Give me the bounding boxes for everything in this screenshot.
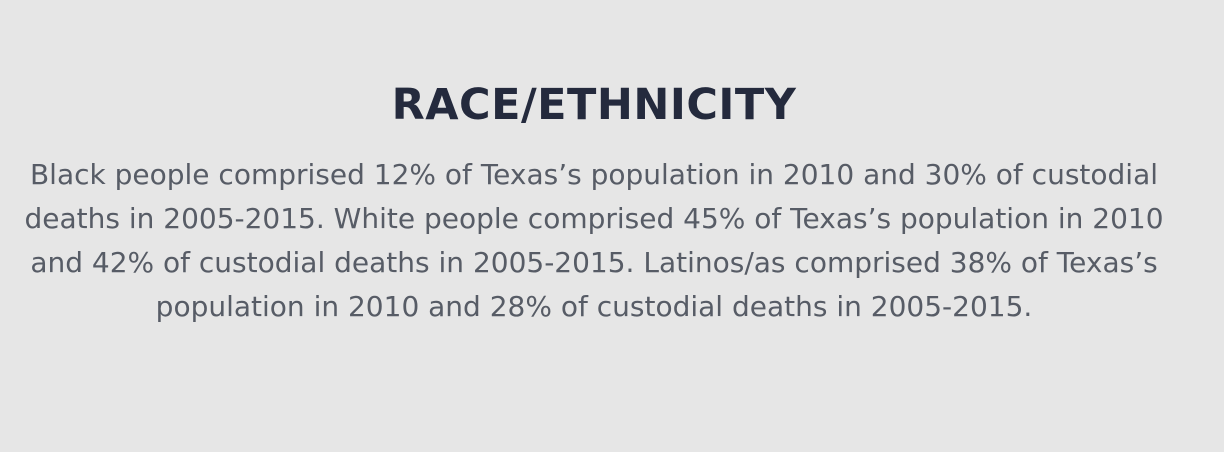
section-paragraph: Black people comprised 12% of Texas’s po… bbox=[24, 158, 1164, 323]
section-title: RACE/ETHNICITY bbox=[391, 80, 797, 130]
